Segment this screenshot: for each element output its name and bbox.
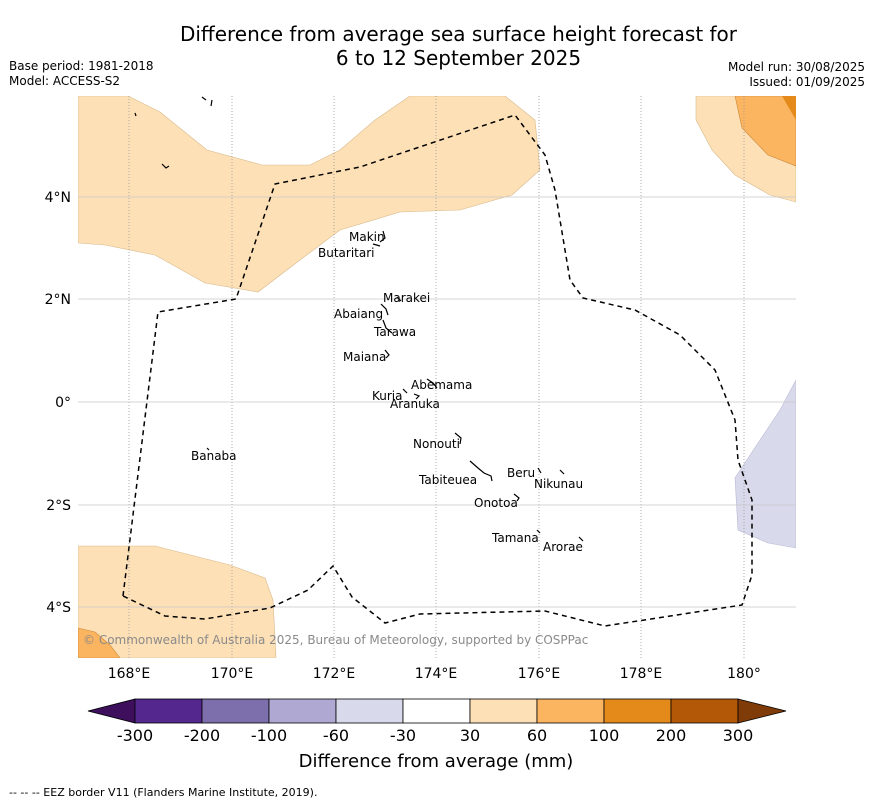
eez-border [122,114,753,627]
colorbar-bin [603,698,672,724]
colorbar-tick: 30 [460,726,480,745]
place-label: Abaiang [334,307,383,321]
model-name: Model: ACCESS-S2 [9,74,121,88]
lon-label: 168°E [108,666,151,682]
colorbar-bin [201,698,270,724]
colorbar-tick: 60 [527,726,547,745]
place-label: Arorae [543,540,583,554]
lon-label: 178°E [620,666,663,682]
colorbar-extend-high [737,698,787,724]
island-labels: Makin Butaritari Marakei Abaiang Tarawa … [191,230,583,554]
place-label: Aranuka [390,397,440,411]
colorbar [87,698,787,724]
island-nikunau [559,469,565,475]
colorbar-tick: 100 [589,726,620,745]
island-tabiteuea [469,460,493,482]
place-label: Marakei [383,291,430,305]
place-label: Kuria [372,389,403,403]
island-arorae [578,536,584,542]
map-title: Difference from average sea surface heig… [0,22,873,70]
island-kuria [402,388,408,394]
place-label: Tabiteuea [418,473,477,487]
island-top-dot-3 [134,112,137,117]
place-label: Nikunau [534,477,583,491]
island-top-dot-2 [210,99,213,107]
colorbar-tick: 300 [723,726,754,745]
island-beru [537,467,542,474]
place-label: Tamana [491,531,539,545]
lon-label: 172°E [313,666,356,682]
model-run: Model run: 30/08/2025 [727,60,865,74]
island-butaritari [372,243,381,247]
place-label: Makin [349,230,385,244]
model-info: Base period: 1981-2018 Model: ACCESS-S2 [9,59,154,89]
colorbar-bin [402,698,471,724]
colorbar-bin [670,698,739,724]
longitude-labels: 168°E 170°E 172°E 174°E 176°E 178°E 180° [108,666,761,682]
island-tarawa [382,319,393,334]
place-label: Tarawa [373,325,416,339]
eez-legend-note: -- -- -- EEZ border V11 (Flanders Marine… [9,786,318,799]
lon-label: 180° [727,666,761,682]
colorbar-bin [469,698,538,724]
place-label: Banaba [191,449,237,463]
lat-label: 4°S [46,600,71,616]
colorbar-tick: 200 [656,726,687,745]
island-banaba [206,447,210,451]
lat-label: 0° [55,395,71,411]
island-top-dot-4 [161,163,170,169]
place-label: Butaritari [318,246,375,260]
place-label: Abemama [411,378,472,392]
place-label: Nonouti [413,437,460,451]
run-info: Model run: 30/08/2025 Issued: 01/09/2025 [728,60,865,90]
anomaly-region-northeast-60 [734,96,796,167]
colorbar-label: Difference from average (mm) [299,751,574,772]
anomaly-region-southwest [78,545,277,658]
copyright-notice: © Commonwealth of Australia 2025, Bureau… [83,633,588,647]
anomaly-region-northeast-100 [782,96,796,120]
island-marakei [396,296,402,302]
colorbar-tick: -300 [117,726,153,745]
lat-label: 2°N [45,292,71,308]
issued-date: Issued: 01/09/2025 [749,75,865,89]
base-period: Base period: 1981-2018 [9,59,154,73]
colorbar-tick: -30 [390,726,416,745]
anomaly-region-southwest-60 [78,627,121,658]
map-area: Makin Butaritari Marakei Abaiang Tarawa … [78,96,796,658]
island-tamana [536,529,541,534]
colorbar-bin [268,698,337,724]
island-abemama [426,378,438,389]
island-maiana [384,349,390,359]
colorbar-extend-low [87,698,136,724]
colorbar-ticks: -300 -200 -100 -60 -30 30 60 100 200 300 [117,726,753,745]
title-line-2: 6 to 12 September 2025 [335,46,582,70]
graticule [78,96,796,658]
anomaly-region-east-negative [734,379,796,549]
islands [134,96,584,542]
place-label: Onotoa [474,496,518,510]
island-nonouti [454,432,462,445]
lon-label: 176°E [518,666,561,682]
colorbar-bin [536,698,605,724]
island-abaiang [380,303,389,316]
lat-label: 2°S [46,498,71,514]
island-aranuka [413,393,421,400]
island-makin [379,230,386,243]
island-onotoa [513,493,520,502]
colorbar-tick: -60 [323,726,349,745]
lon-label: 174°E [415,666,458,682]
latitude-labels: 4°N 2°N 0° 2°S 4°S [45,190,72,616]
lon-label: 170°E [211,666,254,682]
title-line-1: Difference from average sea surface heig… [179,22,738,46]
lat-label: 4°N [45,190,71,206]
place-label: Maiana [343,350,386,364]
place-label: Beru [507,466,535,480]
colorbar-tick: -200 [184,726,220,745]
colorbar-bin [134,698,203,724]
island-top-dot-1 [201,96,207,101]
colorbar-tick: -100 [251,726,287,745]
colorbar-bin [335,698,404,724]
